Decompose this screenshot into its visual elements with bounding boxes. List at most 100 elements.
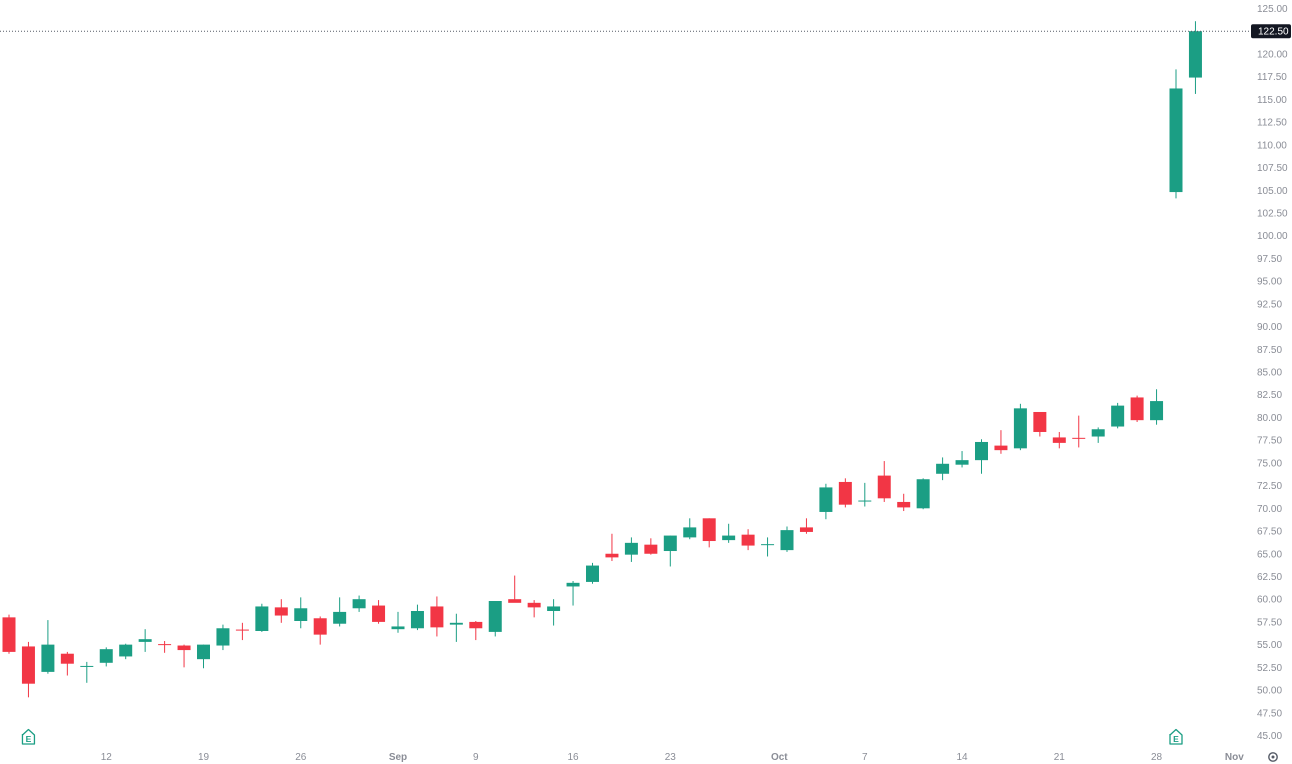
price-tick-label: 90.00 — [1257, 322, 1282, 333]
price-tick-label: 107.50 — [1257, 163, 1288, 174]
candle — [819, 483, 833, 520]
price-tick-label: 75.00 — [1257, 458, 1282, 469]
time-tick-label: Nov — [1225, 752, 1244, 763]
candle-body — [2, 617, 16, 652]
price-tick-label: 80.00 — [1257, 413, 1282, 424]
candle-body — [1033, 411, 1047, 432]
price-tick-label: 60.00 — [1257, 595, 1282, 606]
earnings-letter: E — [26, 734, 32, 744]
candle-body — [158, 644, 172, 646]
price-tick-label: 65.00 — [1257, 549, 1282, 560]
candle — [21, 641, 35, 698]
price-tick-label: 92.50 — [1257, 299, 1282, 310]
price-tick-label: 82.50 — [1257, 390, 1282, 401]
candle-body — [761, 544, 775, 546]
candle — [936, 457, 950, 481]
price-tick-label: 57.50 — [1257, 617, 1282, 628]
candle — [955, 451, 969, 468]
candle-body — [1188, 31, 1202, 78]
price-tick-label: 112.50 — [1257, 118, 1287, 129]
candle — [391, 611, 405, 633]
time-axis[interactable]: 12 19 26 Sep 9 16 23 Oct 7 14 21 28 Nov — [101, 752, 1245, 763]
time-tick-label: 28 — [1151, 752, 1163, 763]
candle — [60, 651, 74, 676]
candle — [1150, 389, 1164, 425]
candle-body — [547, 606, 561, 612]
candle-body — [449, 622, 463, 625]
candle — [605, 533, 619, 562]
candle — [41, 620, 55, 674]
time-tick-label: 19 — [198, 752, 210, 763]
candle-body — [469, 621, 483, 629]
candle — [352, 595, 366, 612]
candle — [1052, 431, 1066, 449]
candle-body — [683, 527, 697, 538]
time-tick-label: Sep — [389, 752, 407, 763]
candle-body — [994, 445, 1008, 451]
candle — [197, 644, 210, 669]
candle — [333, 597, 347, 627]
candle — [975, 439, 988, 474]
candle — [741, 529, 755, 551]
candle — [1169, 69, 1183, 199]
candle — [683, 518, 697, 540]
price-tick-label: 105.00 — [1257, 186, 1288, 197]
gear-icon[interactable] — [1268, 752, 1278, 762]
time-tick-label: Oct — [771, 752, 788, 763]
earnings-badge-shape — [21, 728, 36, 745]
earnings-icon[interactable]: E — [21, 728, 36, 745]
time-tick-label: 23 — [665, 752, 677, 763]
candle — [235, 622, 249, 641]
time-tick-label: 9 — [473, 752, 479, 763]
candle — [1091, 427, 1105, 443]
candle — [449, 613, 463, 642]
candle — [1188, 21, 1202, 94]
candle-body — [352, 599, 366, 609]
candle-body — [527, 602, 541, 608]
candle — [644, 538, 658, 555]
candle — [99, 647, 113, 667]
price-tick-label: 125.00 — [1257, 4, 1288, 15]
candle — [1072, 415, 1086, 448]
last-price-tag — [1251, 24, 1291, 39]
candle — [430, 596, 444, 637]
candle — [994, 430, 1008, 454]
time-tick-label: 14 — [956, 752, 968, 763]
price-tick-label: 110.00 — [1257, 140, 1287, 151]
time-tick-label: 7 — [862, 752, 868, 763]
candle — [294, 597, 308, 629]
candle-body — [177, 645, 191, 651]
price-tick-label: 120.00 — [1257, 49, 1288, 60]
chart-settings-button[interactable] — [1268, 752, 1278, 762]
candle-body — [780, 530, 794, 551]
price-tick-label: 55.00 — [1257, 640, 1282, 651]
price-tick-label: 62.50 — [1257, 572, 1282, 583]
candle — [624, 537, 638, 562]
candle-body — [1052, 437, 1066, 443]
candle — [1130, 395, 1144, 422]
candle-body — [410, 611, 424, 629]
candle-body — [508, 599, 522, 603]
candle-body — [624, 542, 638, 555]
candle-body — [138, 639, 152, 642]
candle — [566, 581, 580, 606]
price-axis[interactable]: 45.00 47.50 50.00 52.50 55.00 57.50 60.00 62.50… — [1251, 4, 1291, 742]
candle-body — [799, 527, 813, 532]
candle-body — [1130, 397, 1144, 421]
candle — [858, 482, 872, 507]
candle — [2, 614, 16, 654]
candle-body — [916, 479, 930, 509]
price-tick-label: 115.00 — [1257, 95, 1287, 106]
candle-body — [663, 535, 677, 552]
candle-body — [838, 481, 852, 505]
earnings-icon[interactable]: E — [1169, 728, 1183, 745]
price-tick-label: 47.50 — [1257, 708, 1282, 719]
candle-body — [488, 601, 502, 632]
candle-body — [216, 628, 230, 646]
candle-body — [1072, 437, 1086, 439]
candle-body — [41, 644, 55, 672]
candle-body — [605, 553, 619, 558]
